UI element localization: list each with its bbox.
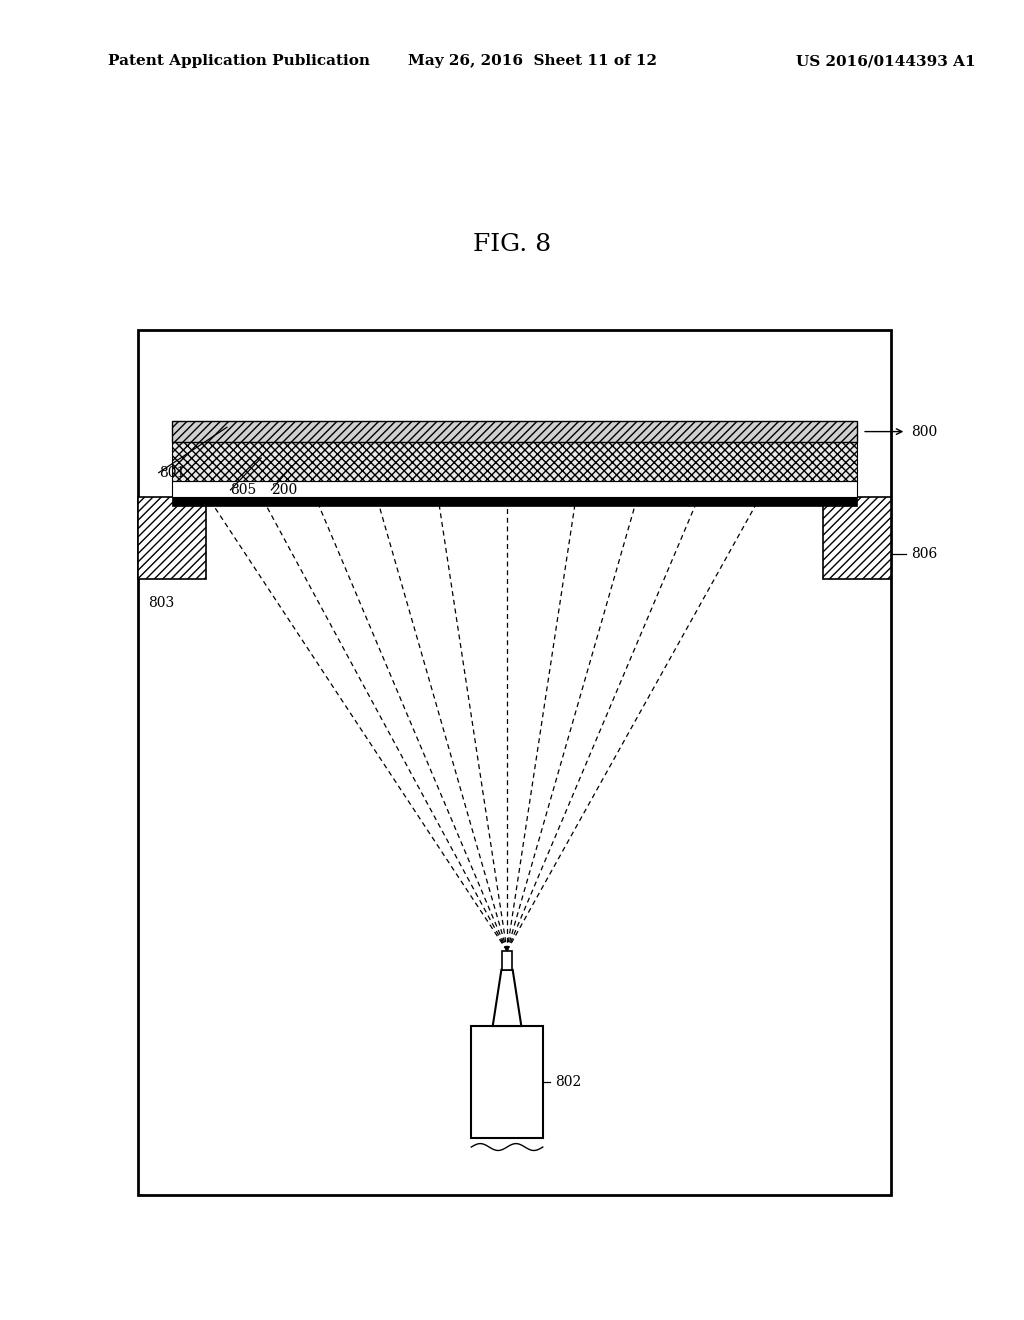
Bar: [172, 442, 857, 482]
Bar: [823, 496, 891, 579]
Bar: [172, 482, 857, 496]
Text: 200: 200: [271, 483, 298, 496]
Bar: [138, 330, 891, 1195]
Text: 803: 803: [148, 597, 175, 610]
Bar: [172, 421, 857, 442]
Bar: [138, 496, 206, 579]
Text: 801: 801: [159, 466, 185, 479]
Text: 806: 806: [911, 548, 938, 561]
Bar: [172, 421, 857, 442]
Bar: [172, 442, 857, 482]
Bar: [823, 496, 891, 579]
Text: May 26, 2016  Sheet 11 of 12: May 26, 2016 Sheet 11 of 12: [408, 54, 657, 69]
Text: 800: 800: [911, 425, 938, 438]
Bar: [502, 950, 512, 970]
Bar: [138, 496, 206, 579]
Bar: [471, 1026, 543, 1138]
Text: Patent Application Publication: Patent Application Publication: [108, 54, 370, 69]
Text: 805: 805: [230, 483, 257, 496]
Text: US 2016/0144393 A1: US 2016/0144393 A1: [796, 54, 976, 69]
Polygon shape: [493, 970, 521, 1026]
Text: 802: 802: [555, 1076, 582, 1089]
Text: FIG. 8: FIG. 8: [473, 232, 551, 256]
Bar: [172, 496, 857, 506]
